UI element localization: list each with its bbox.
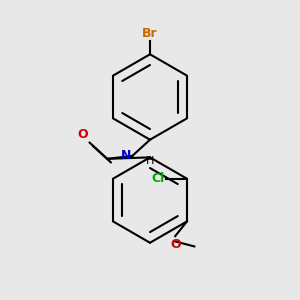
Text: O: O: [77, 128, 88, 141]
Text: N: N: [121, 149, 131, 162]
Text: Cl: Cl: [152, 172, 165, 185]
Text: Br: Br: [142, 27, 158, 40]
Text: H: H: [146, 156, 154, 166]
Text: O: O: [170, 238, 181, 250]
